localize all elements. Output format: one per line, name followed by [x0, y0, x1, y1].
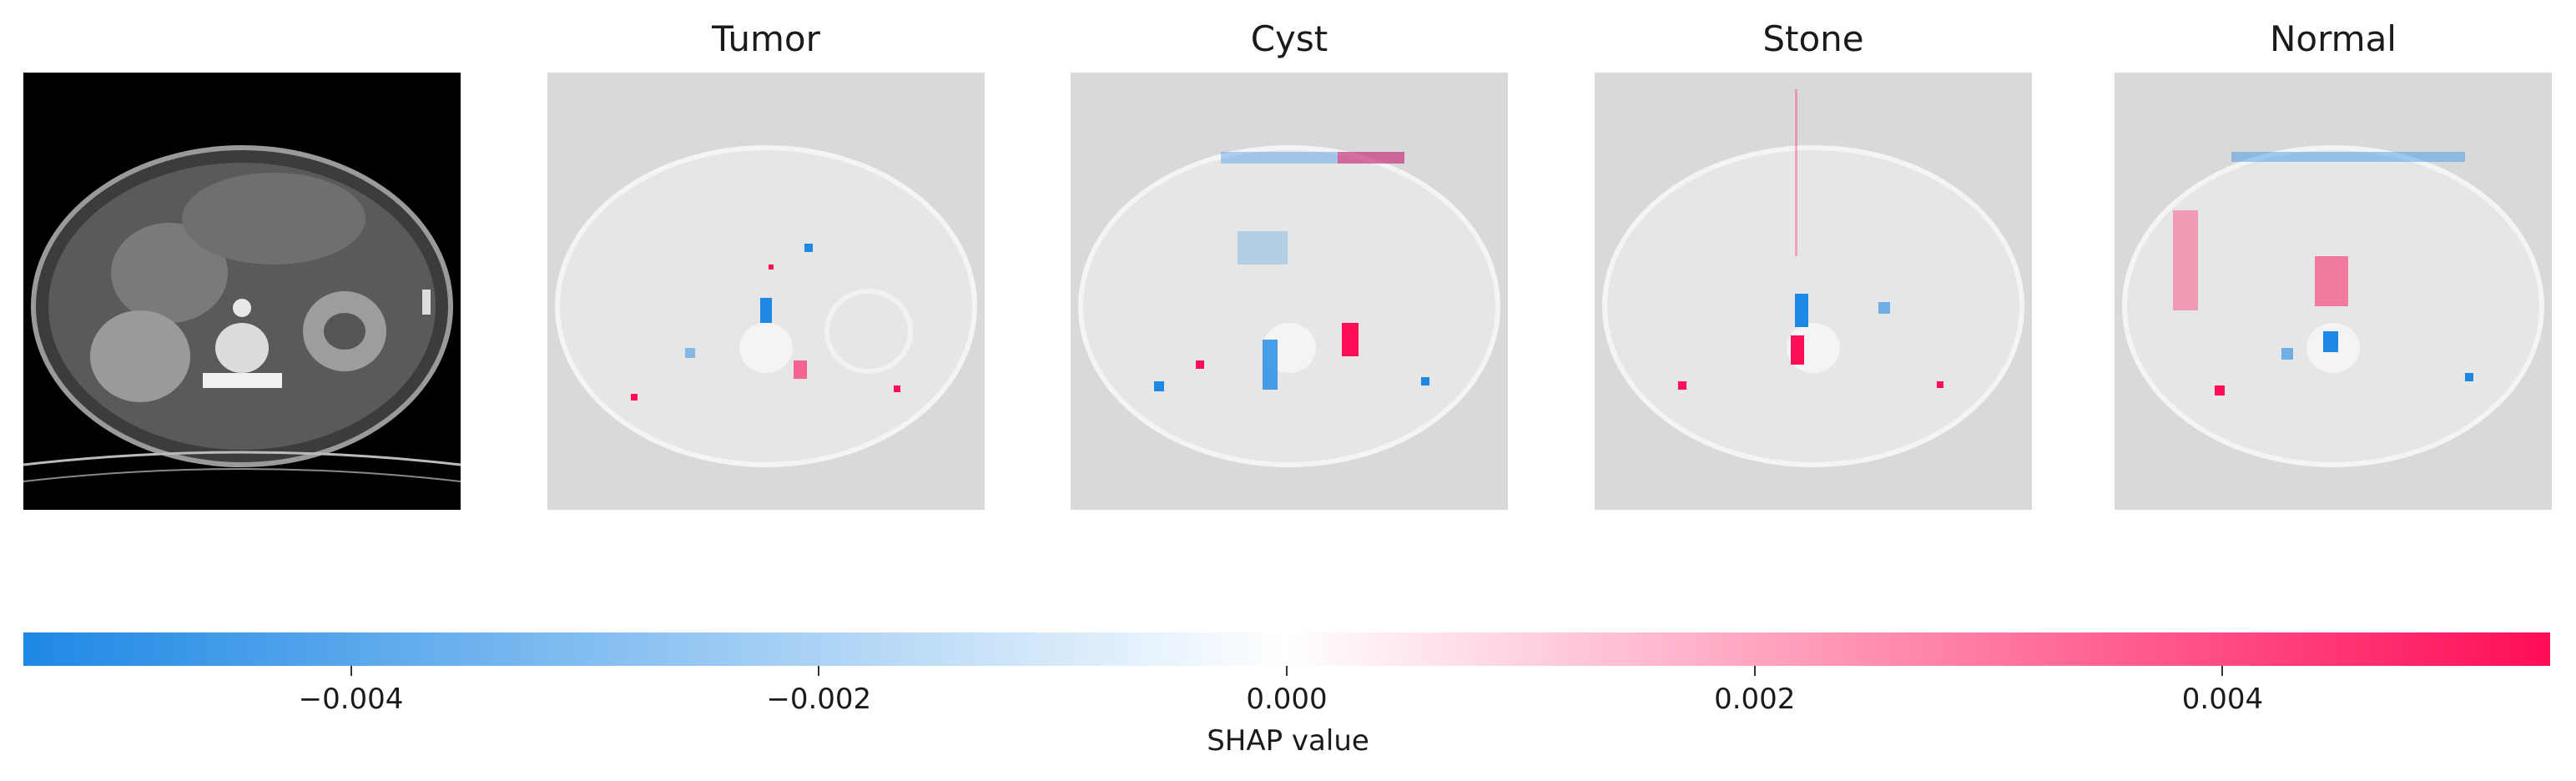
colorbar-tick-label: 0.000 [1246, 683, 1328, 716]
colorbar-axis-label-text: SHAP value [1207, 724, 1369, 758]
panel-title-tumor: Tumor [712, 18, 820, 59]
shap-map-stone [1595, 73, 2032, 510]
shap-map-normal [2115, 73, 2552, 510]
ct-input-image-panel [23, 73, 461, 510]
panel-title-stone: Stone [1762, 18, 1864, 59]
shap-map-cyst [1071, 73, 1508, 510]
colorbar-tick-label: −0.004 [298, 683, 404, 716]
colorbar-tick [1286, 666, 1288, 676]
panel-title-cyst: Cyst [1250, 18, 1328, 59]
shap-panel-normal [2115, 73, 2552, 510]
colorbar-tick [818, 666, 820, 676]
shap-panel-tumor [547, 73, 985, 510]
ct-input-image [23, 73, 461, 510]
shap-map-tumor [547, 73, 985, 510]
colorbar-axis-label: SHAP value [0, 724, 2576, 758]
colorbar-tick-label: 0.004 [2181, 683, 2264, 716]
shap-colorbar [23, 632, 2550, 666]
colorbar-tick [1753, 666, 1756, 676]
shap-panel-stone [1595, 73, 2032, 510]
colorbar-tick [2221, 666, 2224, 676]
colorbar-tick-label: −0.002 [766, 683, 872, 716]
shap-panel-cyst [1071, 73, 1508, 510]
colorbar-tick-label: 0.002 [1714, 683, 1796, 716]
colorbar-tick [350, 666, 352, 676]
panel-title-normal: Normal [2270, 18, 2397, 59]
